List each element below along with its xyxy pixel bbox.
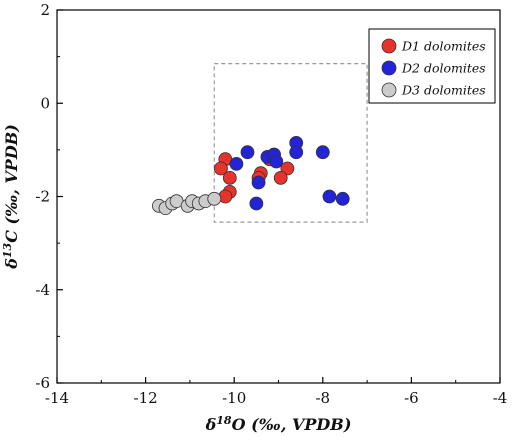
legend-label-d1: D1 dolomites	[401, 39, 486, 54]
point-d2	[269, 154, 284, 169]
legend-label-d2: D2 dolomites	[401, 61, 486, 76]
x-axis-title: δ18O (‰, VPDB)	[205, 414, 352, 435]
point-d2	[229, 156, 244, 171]
legend: D1 dolomites D2 dolomites D3 dolomites	[368, 28, 496, 104]
legend-marker-d3	[381, 82, 397, 98]
x-tick-label: -12	[134, 389, 158, 407]
point-d1	[273, 170, 288, 185]
point-d1	[214, 161, 228, 176]
point-d2	[289, 145, 304, 160]
legend-marker-d1	[381, 38, 397, 54]
y-tick-label: -2	[35, 188, 50, 206]
y-tick-label: 0	[40, 94, 50, 112]
axis-tick-labels: -14 -12 -10 -8 -6 -4 -6 -4 -2 0 2	[35, 1, 507, 407]
point-d1	[222, 170, 237, 185]
point-d2	[251, 175, 266, 190]
y-tick-label: 2	[40, 1, 50, 19]
x-tick-label: -6	[404, 389, 419, 407]
x-axis-title-delta: δ	[205, 415, 217, 434]
axis-ticks	[56, 9, 501, 384]
x-tick-label: -4	[493, 389, 508, 407]
point-d2	[315, 145, 330, 160]
point-d2	[335, 191, 350, 206]
y-tick-label: -4	[35, 281, 50, 299]
point-d2	[249, 196, 264, 211]
y-tick-label: -6	[35, 374, 50, 392]
y-axis-title-sup: 13	[1, 242, 14, 258]
x-axis-title-sup: 18	[216, 414, 232, 427]
x-tick-label: -14	[45, 389, 69, 407]
x-axis-title-rest: O (‰, VPDB)	[232, 415, 352, 434]
y-axis-title: δ13C (‰, VPDB)	[1, 124, 22, 270]
legend-marker-d2	[381, 60, 397, 76]
highlight-box	[213, 63, 368, 223]
point-d3	[207, 191, 222, 206]
legend-label-d3: D3 dolomites	[401, 83, 486, 98]
point-d1	[280, 161, 295, 176]
x-tick-label: -10	[222, 389, 246, 407]
y-axis-title-rest: C (‰, VPDB)	[2, 124, 21, 243]
point-d2	[240, 145, 255, 160]
data-points	[151, 135, 350, 216]
x-tick-label: -8	[315, 389, 330, 407]
point-d2	[322, 189, 337, 204]
y-axis-title-delta: δ	[2, 258, 21, 270]
